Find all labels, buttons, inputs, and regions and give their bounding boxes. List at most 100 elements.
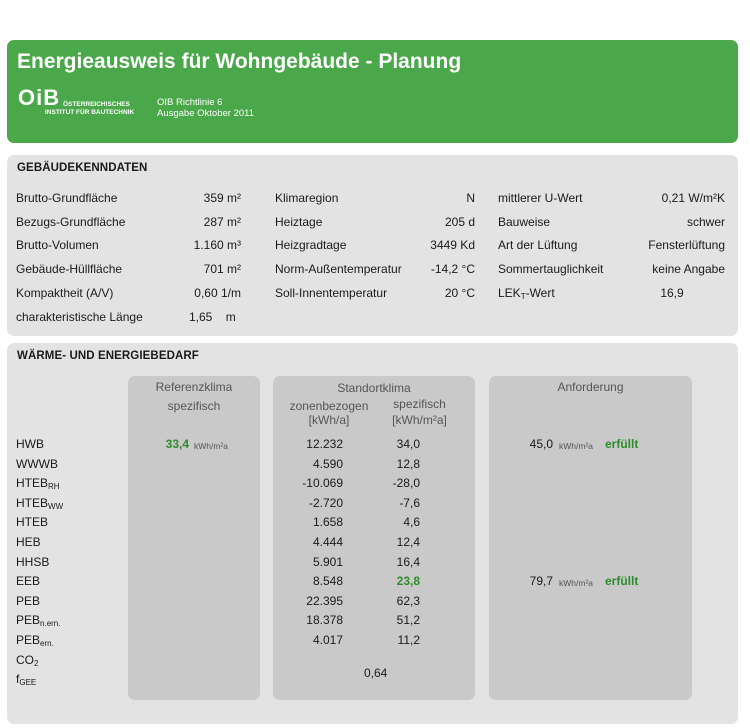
zonenbezogen-value: -10.069 xyxy=(302,476,343,490)
richtlinie-info: OIB Richtlinie 6 Ausgabe Oktober 2011 xyxy=(157,97,254,119)
logo-line-2: INSTITUT FÜR BAUTECHNIK xyxy=(45,109,135,116)
spezifisch-header: spezifisch xyxy=(393,397,446,411)
anforderung-unit: kWh/m²a xyxy=(559,441,593,451)
zonenbezogen-header: zonenbezogen xyxy=(289,399,369,413)
field-label: LEKT-Wert xyxy=(498,286,555,301)
richtlinie-ausgabe: Ausgabe Oktober 2011 xyxy=(157,108,255,119)
row-label: HTEBRH xyxy=(16,476,60,491)
field-value: schwer xyxy=(686,215,725,229)
zonenbezogen-value: 8.548 xyxy=(312,574,343,588)
field-value: 287 m² xyxy=(203,215,241,229)
anforderung-header: Anforderung xyxy=(557,380,624,394)
header-banner: Energieausweis für Wohngebäude - Planung… xyxy=(7,40,738,143)
label-subscript: ern. xyxy=(40,639,54,648)
spezifisch-value: -7,6 xyxy=(399,496,420,510)
field-label: Heiztage xyxy=(275,215,323,229)
field-label: Soll-Innentemperatur xyxy=(275,286,388,300)
row-label: HTEB xyxy=(16,515,49,529)
zonenbezogen-value: 5.901 xyxy=(312,555,343,569)
referenzklima-column xyxy=(128,376,260,700)
field-value: N xyxy=(466,191,475,205)
spezifisch-unit: [kWh/m²a] xyxy=(392,413,447,427)
spezifisch-value: 11,2 xyxy=(397,633,420,647)
field-label: Sommertauglichkeit xyxy=(498,262,604,276)
label-subscript: 2 xyxy=(34,659,39,668)
field-label: mittlerer U-Wert xyxy=(498,191,583,205)
field-value: 701 m² xyxy=(203,262,241,276)
anforderung-value: 45,0 xyxy=(529,437,553,451)
row-label: HHSB xyxy=(16,555,50,569)
referenzklima-subheader: spezifisch xyxy=(167,399,221,413)
row-label: PEBern. xyxy=(16,633,54,648)
row-label: WWWB xyxy=(16,457,58,471)
label-subscript: WW xyxy=(48,502,64,511)
field-label: Norm-Außentemperatur xyxy=(275,262,402,276)
anforderung-unit: kWh/m²a xyxy=(559,578,593,588)
row-label: PEB xyxy=(16,594,41,608)
field-value: 205 d xyxy=(444,215,475,229)
spezifisch-value: 62,3 xyxy=(396,594,420,608)
spezifisch-value: 51,2 xyxy=(396,613,420,627)
richtlinie-name: OIB Richtlinie 6 xyxy=(157,97,223,108)
row-label: CO2 xyxy=(16,653,39,668)
field-label: Klimaregion xyxy=(275,191,339,205)
section-title: WÄRME- UND ENERGIEBEDARF xyxy=(17,350,199,362)
zonenbezogen-value: 22.395 xyxy=(306,594,343,608)
row-label: EEB xyxy=(16,574,41,588)
field-label: Kompaktheit (A/V) xyxy=(16,286,114,300)
field-value: 0,60 1/m xyxy=(194,286,241,300)
logo-mark: OiB xyxy=(18,85,61,110)
row-label: fGEE xyxy=(16,672,37,687)
spezifisch-value: 12,8 xyxy=(396,457,420,471)
status-erfuellt: erfüllt xyxy=(605,574,639,588)
zonenbezogen-value: 12.232 xyxy=(306,437,343,451)
status-erfuellt: erfüllt xyxy=(605,437,639,451)
anforderung-column xyxy=(489,376,692,700)
referenz-value: 33,4 xyxy=(165,437,189,451)
field-label: Brutto-Volumen xyxy=(16,238,99,252)
spezifisch-value: 23,8 xyxy=(396,574,420,588)
field-value: 1.160 m³ xyxy=(193,238,241,252)
row-label: HEB xyxy=(16,535,41,549)
zonenbezogen-value: 4.444 xyxy=(312,535,343,549)
label-subscript: T xyxy=(520,292,526,301)
gebaeudekenndaten-panel: GEBÄUDEKENNDATEN Brutto-Grundfläche 359 m… xyxy=(7,155,738,336)
field-label: charakteristische Länge xyxy=(16,310,143,324)
field-label: Bauweise xyxy=(498,215,551,229)
field-value: 359 m² xyxy=(203,191,241,205)
row-label: HTEBWW xyxy=(16,496,64,511)
zonenbezogen-value: 18.378 xyxy=(306,613,343,627)
zonenbezogen-unit: [kWh/a] xyxy=(308,413,350,427)
spezifisch-value: 4,6 xyxy=(403,515,420,529)
section-title: GEBÄUDEKENNDATEN xyxy=(17,162,148,174)
label-subscript: GEE xyxy=(19,678,37,687)
field-label: Gebäude-Hüllfläche xyxy=(16,262,123,276)
field-label: Art der Lüftung xyxy=(498,238,578,252)
field-label: Brutto-Grundfläche xyxy=(16,191,118,205)
field-value: 20 °C xyxy=(444,286,475,300)
spezifisch-value: -28,0 xyxy=(392,476,420,490)
field-value: 16,9 xyxy=(660,286,684,300)
field-value: 0,21 W/m²K xyxy=(661,191,725,205)
logo-line-1: ÖSTERREICHISCHES xyxy=(63,101,130,108)
referenzklima-header: Referenzklima xyxy=(155,380,233,394)
field-label: Bezugs-Grundfläche xyxy=(16,215,126,229)
label-subscript: RH xyxy=(48,482,60,491)
referenz-unit: kWh/m²a xyxy=(194,441,228,451)
anforderung-value: 79,7 xyxy=(529,574,553,588)
standortklima-header: Standortklima xyxy=(337,381,411,395)
energiebedarf-panel: WÄRME- UND ENERGIEBEDARF Referenzklima s… xyxy=(7,343,738,724)
zonenbezogen-value: 4.017 xyxy=(312,633,343,647)
field-value: Fensterlüftung xyxy=(648,238,725,252)
row-label: HWB xyxy=(16,437,44,451)
spezifisch-value: 16,4 xyxy=(396,555,420,569)
zonenbezogen-value: 4.590 xyxy=(312,457,343,471)
spezifisch-value: 12,4 xyxy=(396,535,420,549)
page-title: Energieausweis für Wohngebäude - Planung xyxy=(17,50,462,73)
row-label: PEBn.ern. xyxy=(16,613,61,628)
zonenbezogen-value: 1.658 xyxy=(312,515,343,529)
zonenbezogen-value: -2.720 xyxy=(308,496,343,510)
field-value: 1,65 m xyxy=(189,310,236,324)
oib-logo: OiB ÖSTERREICHISCHES INSTITUT FÜR BAUTEC… xyxy=(18,85,143,117)
field-value: -14,2 °C xyxy=(430,262,475,276)
